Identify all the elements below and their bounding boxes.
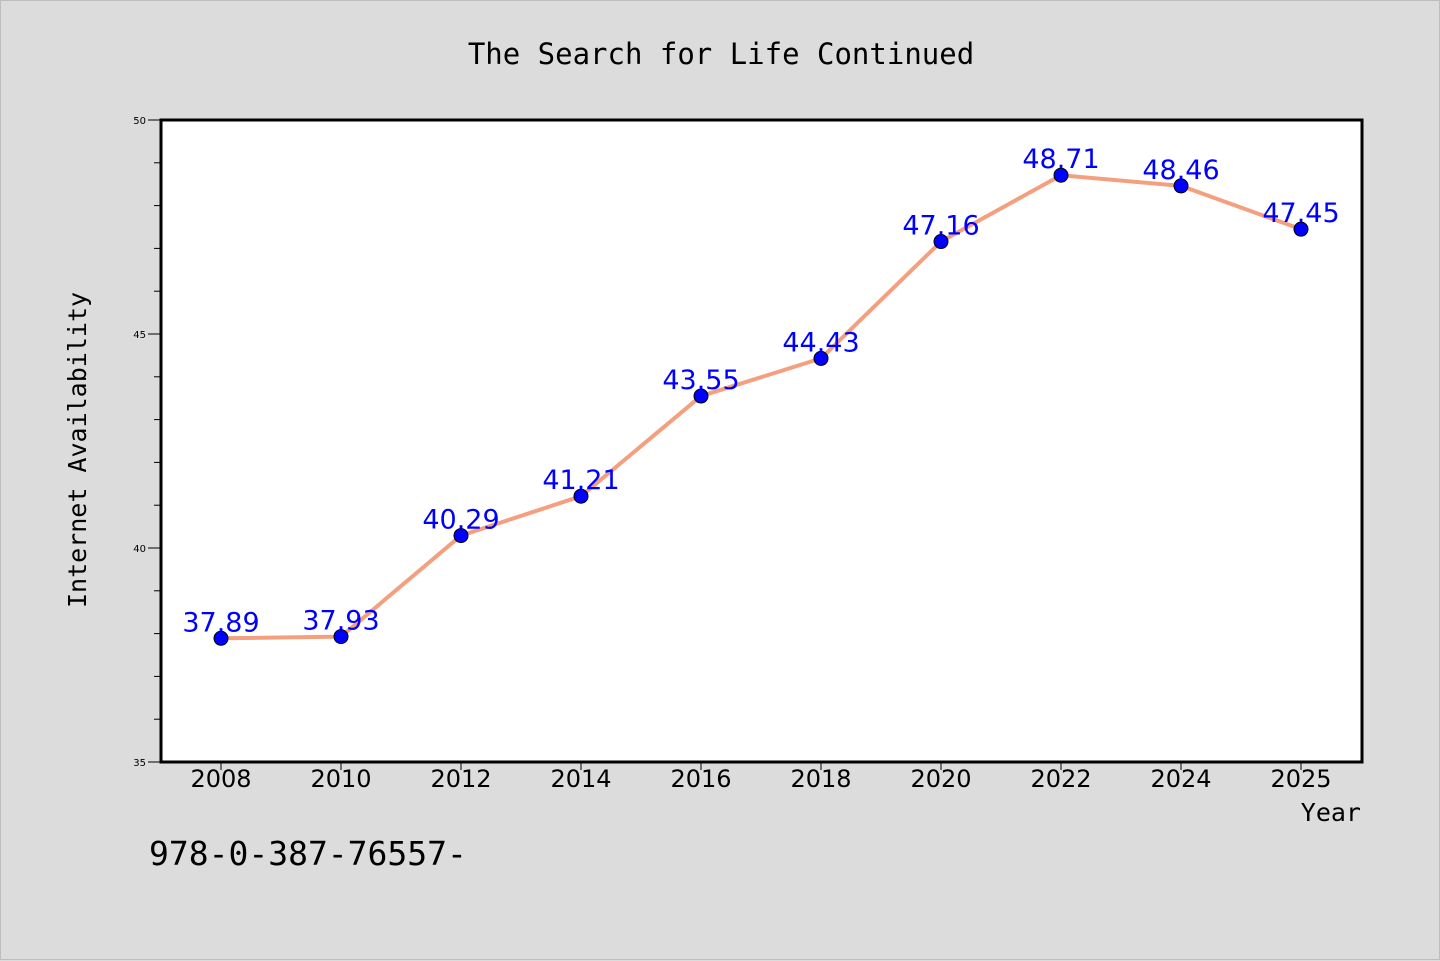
x-tick-label: 2022 [1030,765,1091,793]
data-point [1173,178,1189,194]
data-label: 37.93 [302,606,379,637]
x-tick-label: 2016 [670,765,731,793]
y-axis-label: Internet Availability [63,292,92,608]
data-label: 40.29 [422,505,499,536]
data-label: 47.45 [1262,198,1339,229]
y-tick-label: 40 [133,544,146,555]
y-tick-label: 45 [133,330,146,341]
data-label: 41.21 [542,465,619,496]
x-axis: 2008 2010 2012 2014 2016 2018 2020 2022 2024 2025 [190,762,1332,793]
data-label: 48.46 [1142,155,1219,186]
x-tick-label: 2008 [190,765,251,793]
data-point [933,234,949,250]
data-point [1053,167,1069,183]
y-tick-label: 35 [133,758,146,769]
data-point [813,350,829,366]
data-point [213,630,229,646]
plot-area [159,118,1364,764]
x-tick-label: 2010 [310,765,371,793]
data-label: 47.16 [902,211,979,242]
data-points [213,167,1309,646]
chart-title: The Search for Life Continued [468,37,974,71]
data-label: 37.89 [182,607,259,638]
isbn-footer: 978-0-387-76557- [149,834,467,873]
x-tick-label: 2014 [550,765,611,793]
y-tick-label: 50 [133,116,146,127]
x-tick-label: 2020 [910,765,971,793]
x-tick-label: 2025 [1270,765,1331,793]
data-point [693,388,709,404]
data-point [573,488,589,504]
data-point [333,629,349,645]
data-point [1293,221,1309,237]
series-line [219,173,1303,641]
data-point [453,528,469,544]
data-label: 48.71 [1022,144,1099,175]
x-tick-label: 2018 [790,765,851,793]
x-tick-label: 2012 [430,765,491,793]
x-tick-label: 2024 [1150,765,1211,793]
data-label: 43.55 [662,365,739,396]
data-labels: 37.89 37.93 40.29 41.21 43.55 44.43 47.16 48.71… [182,144,1339,638]
data-label: 44.43 [782,327,859,358]
y-axis: 35 40 45 50 [133,116,161,769]
x-axis-label: Year [1301,798,1361,827]
